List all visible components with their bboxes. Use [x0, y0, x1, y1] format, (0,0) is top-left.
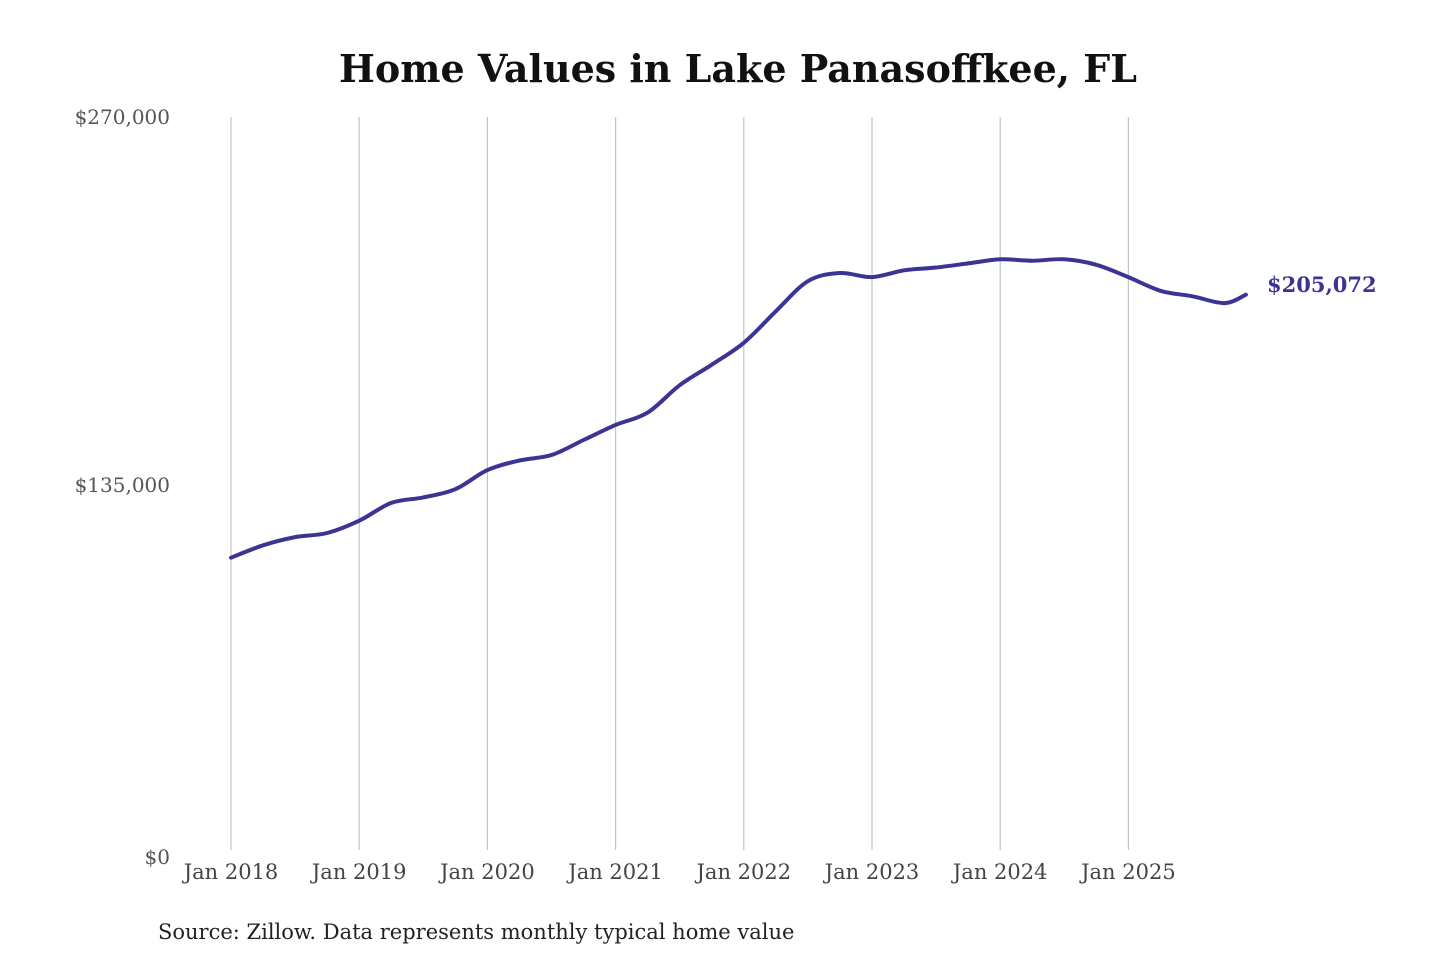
series-line — [229, 257, 1248, 560]
x-tick-label-2023-01: Jan 2023 — [823, 860, 920, 884]
gridlines — [230, 117, 1130, 850]
y-tick-label-middle: $135,000 — [75, 473, 170, 497]
x-tick-label-2022-01: Jan 2022 — [695, 860, 792, 884]
y-tick-label-bottom: $0 — [145, 845, 170, 869]
chart-title: Home Values in Lake Panasoffkee, FL — [339, 46, 1137, 91]
end-value-label: $205,072 — [1267, 272, 1377, 297]
x-tick-label-2021-01: Jan 2021 — [566, 860, 663, 884]
x-tick-label-2020-01: Jan 2020 — [438, 860, 535, 884]
y-tick-label-top: $270,000 — [75, 105, 170, 129]
x-tick-label-2024-01: Jan 2024 — [951, 860, 1048, 884]
x-axis-ticks: Jan 2018 Jan 2019 Jan 2020 Jan 2021 Jan 2022… — [182, 860, 1176, 884]
x-tick-label-2018-01: Jan 2018 — [182, 860, 279, 884]
x-tick-label-2019-01: Jan 2019 — [310, 860, 407, 884]
source-note: Source: Zillow. Data represents monthly … — [158, 920, 794, 944]
x-tick-label-2025-01: Jan 2025 — [1079, 860, 1176, 884]
